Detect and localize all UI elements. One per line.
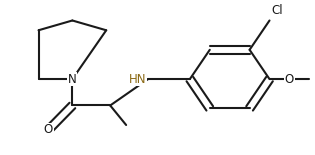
Text: O: O	[44, 123, 53, 136]
Text: O: O	[285, 73, 294, 86]
Text: N: N	[68, 73, 77, 86]
Text: Cl: Cl	[272, 4, 283, 17]
Text: HN: HN	[129, 73, 146, 86]
